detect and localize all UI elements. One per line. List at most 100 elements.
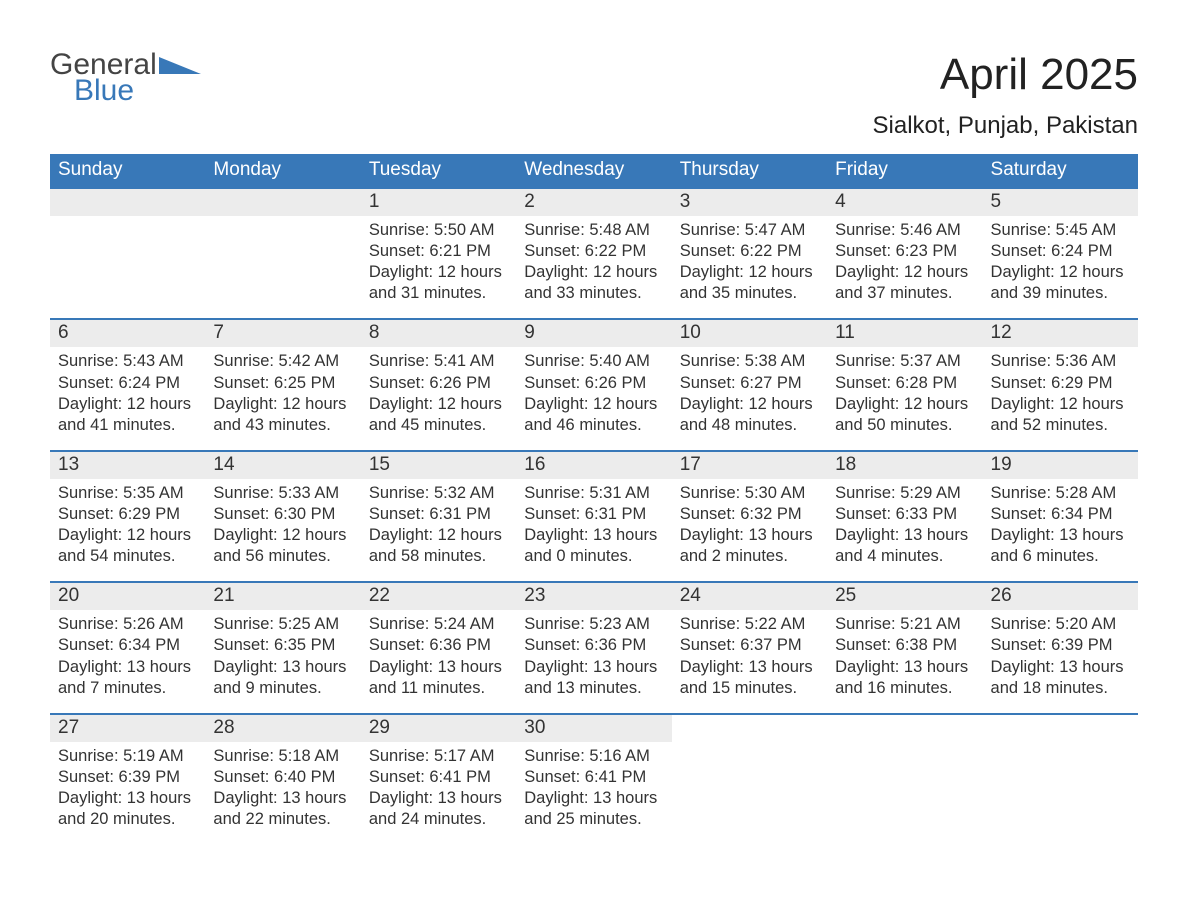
sunrise-line: Sunrise: 5:19 AM: [58, 746, 197, 767]
sunrise-line: Sunrise: 5:24 AM: [369, 614, 508, 635]
day-number: [827, 715, 982, 742]
sunrise-line: Sunrise: 5:26 AM: [58, 614, 197, 635]
daylight-line-2: and 9 minutes.: [213, 678, 352, 699]
dow-cell: Tuesday: [361, 154, 516, 187]
dow-cell: Thursday: [672, 154, 827, 187]
weeks-container: 1Sunrise: 5:50 AMSunset: 6:21 PMDaylight…: [50, 187, 1138, 844]
day-details: Sunrise: 5:22 AMSunset: 6:37 PMDaylight:…: [672, 610, 827, 698]
daylight-line-1: Daylight: 13 hours: [680, 525, 819, 546]
sunset-line: Sunset: 6:39 PM: [991, 635, 1130, 656]
sunrise-line: Sunrise: 5:45 AM: [991, 220, 1130, 241]
day-of-week-header: SundayMondayTuesdayWednesdayThursdayFrid…: [50, 154, 1138, 187]
day-cell: 25Sunrise: 5:21 AMSunset: 6:38 PMDayligh…: [827, 583, 982, 712]
day-details: Sunrise: 5:28 AMSunset: 6:34 PMDaylight:…: [983, 479, 1138, 567]
daylight-line-2: and 24 minutes.: [369, 809, 508, 830]
daylight-line-2: and 56 minutes.: [213, 546, 352, 567]
day-details: Sunrise: 5:23 AMSunset: 6:36 PMDaylight:…: [516, 610, 671, 698]
daylight-line-2: and 25 minutes.: [524, 809, 663, 830]
sunrise-line: Sunrise: 5:33 AM: [213, 483, 352, 504]
day-details: Sunrise: 5:45 AMSunset: 6:24 PMDaylight:…: [983, 216, 1138, 304]
day-details: Sunrise: 5:43 AMSunset: 6:24 PMDaylight:…: [50, 347, 205, 435]
day-cell: 3 Sunrise: 5:47 AMSunset: 6:22 PMDaylight…: [672, 189, 827, 318]
sunset-line: Sunset: 6:38 PM: [835, 635, 974, 656]
sunrise-line: Sunrise: 5:20 AM: [991, 614, 1130, 635]
day-details: Sunrise: 5:20 AMSunset: 6:39 PMDaylight:…: [983, 610, 1138, 698]
day-details: Sunrise: 5:32 AMSunset: 6:31 PMDaylight:…: [361, 479, 516, 567]
daylight-line-2: and 0 minutes.: [524, 546, 663, 567]
day-number: 4: [827, 189, 982, 216]
sunset-line: Sunset: 6:22 PM: [680, 241, 819, 262]
day-cell: 4 Sunrise: 5:46 AMSunset: 6:23 PMDaylight…: [827, 189, 982, 318]
sunrise-line: Sunrise: 5:25 AM: [213, 614, 352, 635]
sunset-line: Sunset: 6:36 PM: [524, 635, 663, 656]
sunrise-line: Sunrise: 5:42 AM: [213, 351, 352, 372]
dow-cell: Saturday: [983, 154, 1138, 187]
daylight-line-2: and 48 minutes.: [680, 415, 819, 436]
day-number: [205, 189, 360, 216]
sunset-line: Sunset: 6:33 PM: [835, 504, 974, 525]
daylight-line-1: Daylight: 12 hours: [524, 262, 663, 283]
day-number: 21: [205, 583, 360, 610]
day-cell: 24Sunrise: 5:22 AMSunset: 6:37 PMDayligh…: [672, 583, 827, 712]
daylight-line-1: Daylight: 13 hours: [213, 657, 352, 678]
sunrise-line: Sunrise: 5:28 AM: [991, 483, 1130, 504]
day-details: Sunrise: 5:50 AMSunset: 6:21 PMDaylight:…: [361, 216, 516, 304]
day-cell: 26Sunrise: 5:20 AMSunset: 6:39 PMDayligh…: [983, 583, 1138, 712]
daylight-line-1: Daylight: 12 hours: [680, 262, 819, 283]
day-cell: 16Sunrise: 5:31 AMSunset: 6:31 PMDayligh…: [516, 452, 671, 581]
day-number: 23: [516, 583, 671, 610]
day-details: Sunrise: 5:40 AMSunset: 6:26 PMDaylight:…: [516, 347, 671, 435]
day-cell: [983, 715, 1138, 844]
dow-cell: Friday: [827, 154, 982, 187]
daylight-line-1: Daylight: 12 hours: [835, 262, 974, 283]
daylight-line-1: Daylight: 13 hours: [680, 657, 819, 678]
sunset-line: Sunset: 6:31 PM: [524, 504, 663, 525]
day-cell: 7Sunrise: 5:42 AMSunset: 6:25 PMDaylight…: [205, 320, 360, 449]
day-details: Sunrise: 5:21 AMSunset: 6:38 PMDaylight:…: [827, 610, 982, 698]
week-row: 1Sunrise: 5:50 AMSunset: 6:21 PMDaylight…: [50, 187, 1138, 318]
daylight-line-2: and 13 minutes.: [524, 678, 663, 699]
daylight-line-2: and 6 minutes.: [991, 546, 1130, 567]
daylight-line-1: Daylight: 12 hours: [991, 394, 1130, 415]
sunset-line: Sunset: 6:23 PM: [835, 241, 974, 262]
dow-cell: Sunday: [50, 154, 205, 187]
day-details: Sunrise: 5:42 AMSunset: 6:25 PMDaylight:…: [205, 347, 360, 435]
day-number: 30: [516, 715, 671, 742]
sunrise-line: Sunrise: 5:48 AM: [524, 220, 663, 241]
daylight-line-1: Daylight: 13 hours: [524, 788, 663, 809]
day-number: [672, 715, 827, 742]
sunrise-line: Sunrise: 5:23 AM: [524, 614, 663, 635]
sunset-line: Sunset: 6:34 PM: [991, 504, 1130, 525]
sunrise-line: Sunrise: 5:29 AM: [835, 483, 974, 504]
daylight-line-1: Daylight: 13 hours: [369, 788, 508, 809]
daylight-line-2: and 33 minutes.: [524, 283, 663, 304]
daylight-line-1: Daylight: 13 hours: [835, 525, 974, 546]
daylight-line-1: Daylight: 12 hours: [213, 525, 352, 546]
day-number: 28: [205, 715, 360, 742]
page-title: April 2025: [940, 50, 1138, 100]
daylight-line-2: and 11 minutes.: [369, 678, 508, 699]
sunrise-line: Sunrise: 5:46 AM: [835, 220, 974, 241]
sunrise-line: Sunrise: 5:16 AM: [524, 746, 663, 767]
daylight-line-1: Daylight: 12 hours: [680, 394, 819, 415]
daylight-line-2: and 7 minutes.: [58, 678, 197, 699]
sunset-line: Sunset: 6:41 PM: [524, 767, 663, 788]
sunset-line: Sunset: 6:29 PM: [58, 504, 197, 525]
day-number: 24: [672, 583, 827, 610]
day-cell: [205, 189, 360, 318]
day-cell: 19Sunrise: 5:28 AMSunset: 6:34 PMDayligh…: [983, 452, 1138, 581]
page-header: General Blue April 2025: [50, 50, 1138, 106]
daylight-line-2: and 43 minutes.: [213, 415, 352, 436]
day-number: 15: [361, 452, 516, 479]
daylight-line-2: and 18 minutes.: [991, 678, 1130, 699]
day-cell: 30 Sunrise: 5:16 AMSunset: 6:41 PMDayligh…: [516, 715, 671, 844]
sunrise-line: Sunrise: 5:32 AM: [369, 483, 508, 504]
day-details: Sunrise: 5:24 AMSunset: 6:36 PMDaylight:…: [361, 610, 516, 698]
sunset-line: Sunset: 6:35 PM: [213, 635, 352, 656]
daylight-line-1: Daylight: 13 hours: [991, 657, 1130, 678]
sunset-line: Sunset: 6:24 PM: [991, 241, 1130, 262]
day-details: Sunrise: 5:36 AMSunset: 6:29 PMDaylight:…: [983, 347, 1138, 435]
day-number: 3: [672, 189, 827, 216]
calendar-grid: SundayMondayTuesdayWednesdayThursdayFrid…: [50, 154, 1138, 844]
sunrise-line: Sunrise: 5:47 AM: [680, 220, 819, 241]
